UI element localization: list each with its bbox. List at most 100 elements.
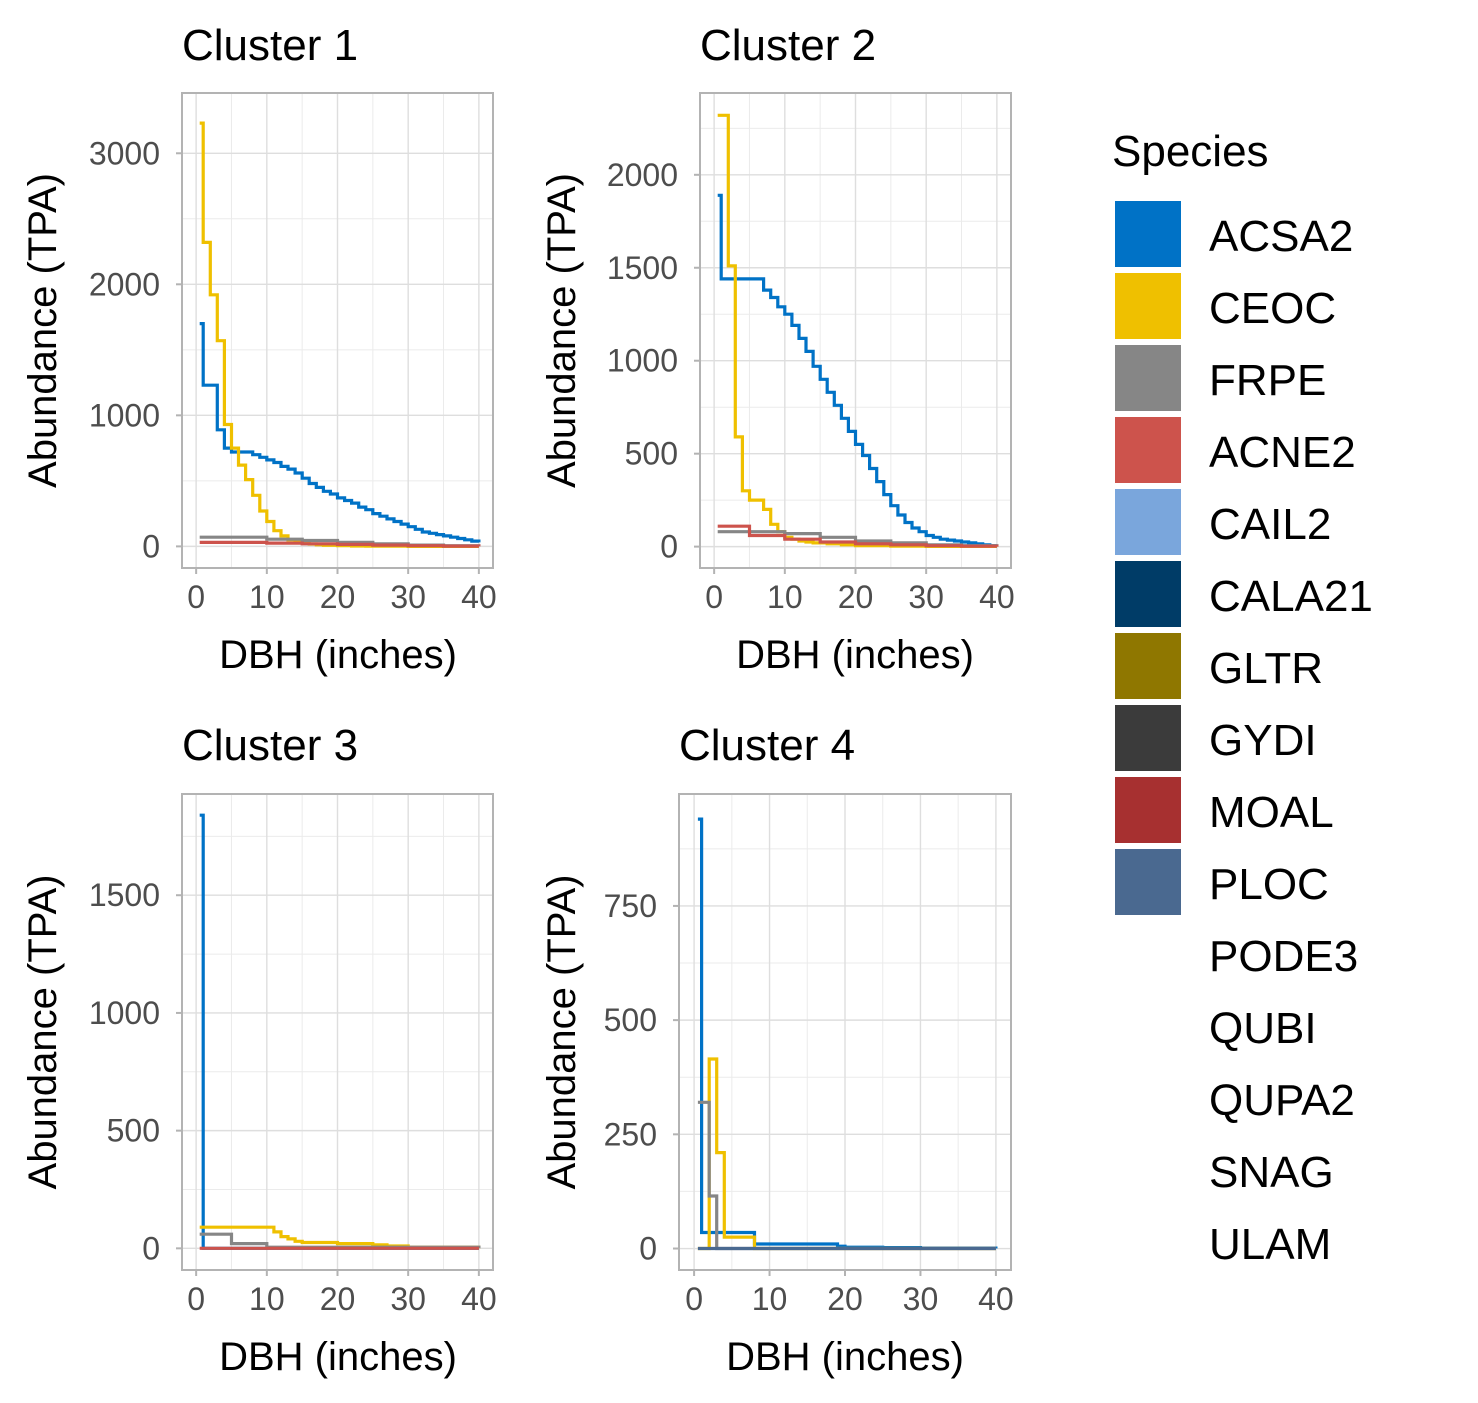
legend-item-moal: MOAL [1115,777,1334,843]
legend-label: ACSA2 [1209,212,1353,261]
legend-item-cala21: CALA21 [1115,561,1373,627]
x-axis-title: DBH (inches) [726,1335,964,1379]
series-line-ceoc [199,121,479,548]
legend-label: QUBI [1209,1004,1317,1053]
legend-label: CAIL2 [1209,500,1331,549]
y-tick-label: 1500 [607,250,678,286]
panel-title: Cluster 4 [679,721,855,770]
x-tick-label: 10 [767,579,803,615]
legend-item-snag: SNAG [1209,1148,1334,1197]
x-tick-label: 20 [838,579,874,615]
panel-cluster-3: 0 10 20 30 40 0 500 1000 1500 Cluster 3 DBH (inche… [21,721,497,1379]
series-line-acsa2 [717,193,997,548]
y-tick-label: 0 [660,529,678,565]
panel-cluster-4: 0 10 20 30 40 0 250 500 750 Cluster 4 DBH (inches)… [540,721,1014,1379]
legend-title: Species [1112,127,1269,176]
x-tick-label: 30 [390,579,426,615]
legend-item-cail2: CAIL2 [1115,489,1331,555]
panel-cluster-1: 0 10 20 30 40 0 1000 2000 3000 Cluster 1 DBH (inch… [21,21,497,677]
x-tick-label: 0 [187,1281,205,1317]
y-axis-title: Abundance (TPA) [21,173,65,488]
legend-label: CALA21 [1209,572,1373,621]
x-tick-label: 20 [320,1281,356,1317]
legend-swatch [1115,633,1181,699]
x-tick-label: 0 [685,1281,703,1317]
legend-swatch [1115,705,1181,771]
y-axis-title: Abundance (TPA) [21,875,65,1190]
y-tick-label: 1000 [89,995,160,1031]
y-axis-title: Abundance (TPA) [540,173,584,488]
legend-label: ACNE2 [1209,428,1356,477]
legend-item-gltr: GLTR [1115,633,1323,699]
x-tick-label: 0 [705,579,723,615]
x-axis-title: DBH (inches) [219,633,457,677]
y-axis-title: Abundance (TPA) [540,875,584,1190]
legend-label: FRPE [1209,356,1326,405]
y-tick-label: 500 [625,436,678,472]
y-tick-label: 0 [639,1231,657,1267]
legend-label: QUPA2 [1209,1076,1355,1125]
x-tick-label: 30 [903,1281,939,1317]
x-tick-label: 20 [827,1281,863,1317]
series-line-ceoc [697,1057,996,1251]
x-tick-label: 40 [978,1281,1014,1317]
legend-swatch [1115,273,1181,339]
y-tick-label: 1000 [89,397,160,433]
x-tick-label: 40 [979,579,1015,615]
legend-item-ploc: PLOC [1115,849,1329,915]
y-tick-label: 500 [604,1002,657,1038]
legend-item-acsa2: ACSA2 [1115,201,1353,267]
legend-label: CEOC [1209,284,1336,333]
legend-swatch [1115,417,1181,483]
x-tick-label: 30 [908,579,944,615]
legend-item-ulam: ULAM [1209,1220,1331,1269]
x-axis-title: DBH (inches) [736,633,974,677]
y-tick-label: 2000 [89,266,160,302]
legend-label: GYDI [1209,716,1317,765]
x-axis-title: DBH (inches) [219,1335,457,1379]
legend-item-acne2: ACNE2 [1115,417,1356,483]
legend-swatch [1115,561,1181,627]
series-line-acne2 [199,540,481,548]
series-line-frpe [697,1100,996,1251]
panel-title: Cluster 3 [182,721,358,770]
y-tick-label: 1500 [89,877,160,913]
legend-swatch [1115,201,1181,267]
legend-item-qubi: QUBI [1209,1004,1317,1053]
y-tick-label: 0 [142,528,160,564]
series-line-frpe [199,1232,481,1249]
legend-label: PODE3 [1209,932,1358,981]
legend-item-ceoc: CEOC [1115,273,1336,339]
legend-item-qupa2: QUPA2 [1209,1076,1355,1125]
legend-item-frpe: FRPE [1115,345,1326,411]
legend-swatch [1115,489,1181,555]
series-line-ceoc [717,113,999,548]
legend-label: PLOC [1209,860,1329,909]
x-tick-label: 10 [752,1281,788,1317]
legend-swatch [1115,345,1181,411]
x-tick-label: 10 [249,579,285,615]
y-tick-label: 2000 [607,157,678,193]
series-line-acne2 [717,524,999,548]
legend-label: ULAM [1209,1220,1331,1269]
legend-swatch [1115,777,1181,843]
legend-label: SNAG [1209,1148,1334,1197]
legend-item-gydi: GYDI [1115,705,1317,771]
series-line-acsa2 [199,322,481,543]
panel-title: Cluster 2 [700,21,876,70]
y-tick-label: 250 [604,1116,657,1152]
x-tick-label: 10 [249,1281,285,1317]
legend-swatch [1115,849,1181,915]
x-tick-label: 40 [461,1281,497,1317]
x-tick-label: 0 [187,579,205,615]
species-legend: Species ACSA2 CEOC FRPE ACNE2 CAIL2 CALA21 GLT… [1112,127,1373,1269]
y-tick-label: 1000 [607,343,678,379]
y-tick-label: 750 [604,888,657,924]
legend-label: GLTR [1209,644,1323,693]
panel-cluster-2: 0 10 20 30 40 0 500 1000 1500 2000 Cluster 2 DBH (i… [540,21,1015,677]
panel-title: Cluster 1 [182,21,358,70]
x-tick-label: 40 [461,579,497,615]
y-tick-label: 500 [107,1113,160,1149]
